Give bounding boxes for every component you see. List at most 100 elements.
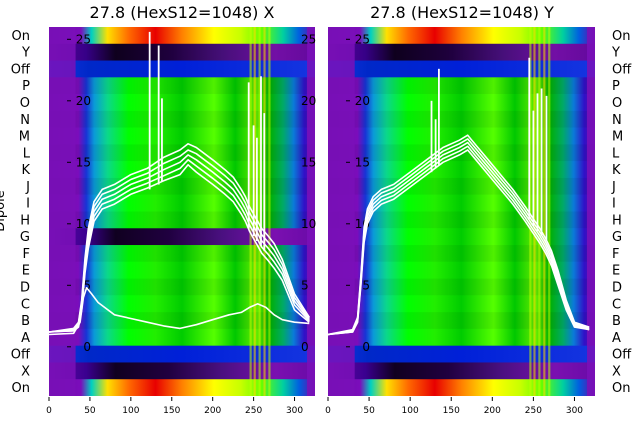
heatmap [328,27,595,396]
row-label: D [612,280,622,295]
x-tick-label: 0 [325,406,331,416]
x-tick-label: 200 [484,406,501,416]
overlay-tick-label: 20 [355,94,370,108]
heatmap-margin [49,27,76,396]
heatmap-stripe [253,27,256,396]
heatmap-row-y [49,43,315,62]
x-tick-labels: 0 50 100 150 200 250 300 [325,397,583,416]
heatmap-row-shade [49,278,315,296]
x-tick-label: 200 [204,406,221,416]
row-label: Y [21,46,30,61]
overlay-tick-label: 10 [76,217,91,231]
row-label: J [611,180,616,195]
heatmap-row-n [328,110,595,129]
heatmap-row-o [328,94,595,112]
row-label: L [23,146,31,161]
heatmap-row-shade [49,43,315,61]
row-label: P [612,79,620,94]
overlay-tick-label: 25 [355,32,370,46]
row-label: D [20,280,30,295]
x-tick-label: 100 [122,406,139,416]
row-label: L [612,146,620,161]
row-label: I [26,197,30,212]
x-tick-label: 250 [245,406,262,416]
overlay-tick-label: 20 [301,94,316,108]
series-line-6 [49,287,310,336]
row-label: A [21,331,30,346]
heatmap-row-g [49,228,315,246]
x-tick-label: 100 [402,406,419,416]
row-label: J [25,180,30,195]
heatmap-stripe [258,27,261,396]
x-tick-label: 300 [286,406,303,416]
row-label: I [612,197,616,212]
overlay-tick-label: 5 [83,278,91,292]
row-label: O [612,96,622,111]
heatmap-margin [307,27,315,396]
heatmap-stripe [543,27,546,396]
row-label: X [612,364,621,379]
heatmap-row-shade [49,77,315,95]
overlay-tick-label: 0 [362,340,370,354]
overlay-tick-label: 15 [76,155,91,169]
heatmap-row-f [328,245,595,263]
x-tick-label: 0 [46,406,52,416]
overlay-tick-label: 20 [76,94,91,108]
overlay-tick-label: 5 [362,278,370,292]
panel-x: 27.8 (HexS12=1048) X Dipole OnYOffPONMLK… [0,3,316,416]
heatmap-row-e [49,261,315,280]
heatmap-row-shade [49,110,315,128]
heatmap-row-a [49,328,315,347]
x-tick-labels: 0 50 100 150 200 250 300 [46,397,303,416]
row-label: On [612,29,630,44]
heatmap-row-shade [328,177,595,195]
heatmap-row-x [49,362,315,380]
overlay-tick-label: 0 [301,340,309,354]
row-label: X [21,364,30,379]
row-label: Y [611,46,620,61]
heatmap-row-b [328,312,595,330]
heatmap-row-shade [328,110,595,128]
overlay-tick-label: 0 [83,340,91,354]
heatmap-row-shade [49,177,315,195]
heatmap-row-shade [328,77,595,95]
heatmap-row-p [328,77,595,95]
heatmap-row-off [49,60,315,78]
heatmap-row-d [49,278,315,296]
heatmap-row-a [328,328,595,347]
overlay-tick-label: 25 [76,32,91,46]
overlay-tick-label: 25 [301,32,316,46]
heatmap-row-off [328,60,595,78]
heatmap-row-b [49,312,315,330]
panel-y: 27.8 (HexS12=1048) Y OnYOffPONMLKJIHGFED… [325,3,632,416]
heatmap-stripe [538,27,541,396]
overlay-tick-label: 5 [301,278,309,292]
heatmap-row-shade [328,43,595,61]
row-label: F [612,247,619,262]
heatmap-row-on [328,27,595,45]
heatmap-row-on [328,379,595,396]
x-tick-label: 50 [84,406,96,416]
heatmap-row-m [328,127,595,146]
row-label: M [612,130,623,145]
row-label: C [612,297,621,312]
heatmap-row-d [328,278,595,296]
heatmap-row-i [49,194,315,213]
heatmap-margin [328,27,355,396]
overlay-tick-label: 15 [301,155,316,169]
row-label: Off [11,62,31,77]
row-label: E [22,264,30,279]
heatmap-margin [586,27,595,396]
row-label: Off [612,62,632,77]
heatmap-row-c [49,295,315,313]
heatmap-row-x [328,362,595,380]
row-label: Off [612,348,632,363]
heatmap-row-e [328,261,595,280]
heatmap-stripe [268,27,271,396]
heatmap-row-f [49,245,315,263]
x-tick-label: 250 [525,406,542,416]
heatmap-stripe [529,27,532,396]
heatmap-row-g [328,228,595,246]
heatmap-row-shade [49,312,315,329]
